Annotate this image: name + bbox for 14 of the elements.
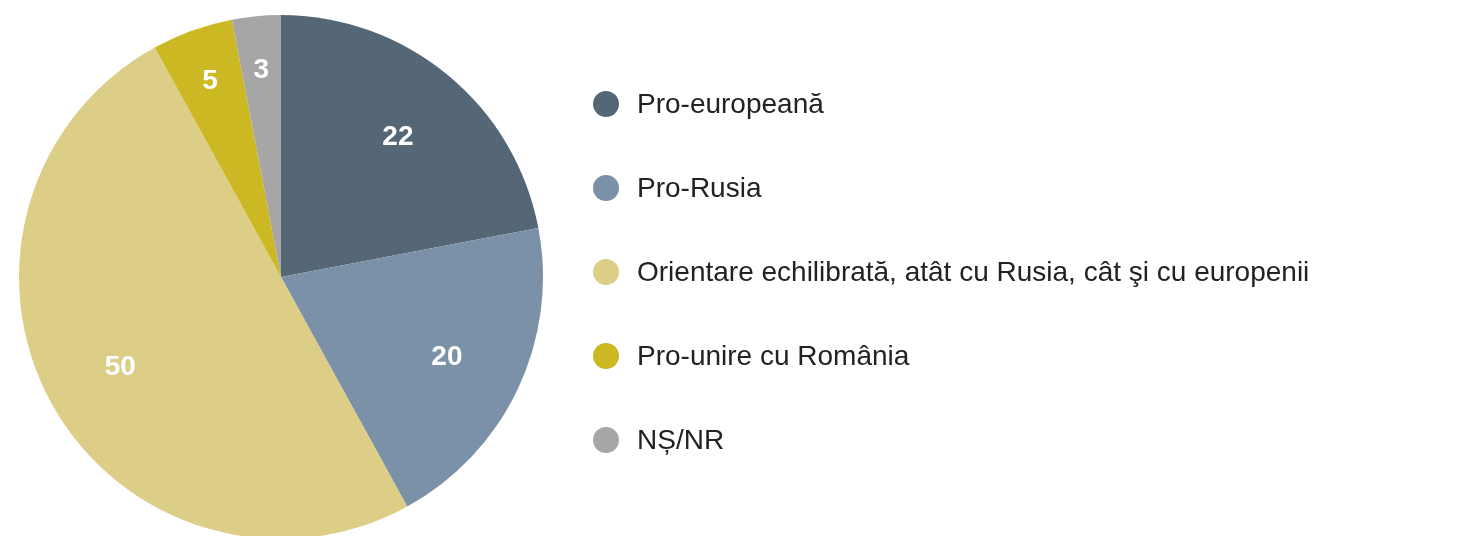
pie-slice [154, 19, 281, 277]
pie-slice [281, 15, 539, 277]
legend-label: Orientare echilibrată, atât cu Rusia, cât şi cu europenii [637, 256, 1310, 288]
legend-label: Pro-unire cu România [637, 340, 910, 372]
pie-slice [231, 15, 281, 277]
legend-label: Pro-europeană [637, 88, 824, 120]
pie-slice [281, 227, 543, 507]
data-label: 5 [202, 64, 218, 96]
data-label: 20 [431, 339, 463, 371]
data-label: 3 [253, 52, 270, 84]
legend-label: Pro-Rusia [637, 172, 762, 204]
legend-label: NȘ/NR [637, 424, 725, 456]
data-label: 22 [382, 120, 414, 152]
data-label: 50 [104, 349, 136, 381]
